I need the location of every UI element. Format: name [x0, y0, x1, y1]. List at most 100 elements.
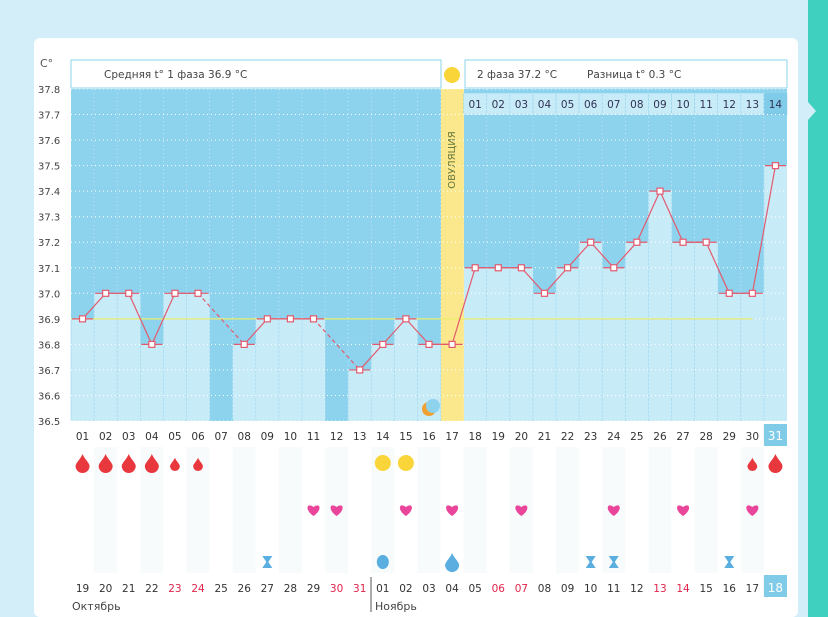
cycle-day-number[interactable]: 12 — [330, 431, 343, 443]
temp-point[interactable] — [125, 289, 133, 297]
calendar-date: 27 — [261, 583, 274, 595]
cycle-day-number[interactable]: 14 — [376, 431, 390, 443]
temp-line-segment — [567, 241, 592, 269]
cycle-day-number[interactable]: 31 — [768, 429, 783, 443]
cycle-day-number[interactable]: 10 — [284, 431, 297, 443]
cycle-day-number[interactable]: 02 — [99, 431, 112, 443]
temp-line-segment — [520, 267, 545, 294]
temp-point[interactable] — [263, 315, 271, 323]
cycle-day-number[interactable]: 08 — [238, 431, 251, 443]
temp-point[interactable] — [771, 162, 780, 170]
cycle-day-number[interactable]: 29 — [723, 431, 736, 443]
cycle-day-number[interactable]: 07 — [214, 431, 227, 443]
symbol-column — [186, 447, 210, 573]
cycle-day-number[interactable]: 17 — [445, 431, 458, 443]
temp-point[interactable] — [702, 238, 710, 246]
temp-point[interactable] — [240, 340, 248, 348]
cycle-day-number[interactable]: 20 — [515, 431, 528, 443]
temp-point[interactable] — [171, 289, 179, 297]
cycle-day-number[interactable]: 03 — [122, 431, 135, 443]
y-tick-label: 36.6 — [38, 391, 60, 402]
cycle-day-number[interactable]: 09 — [261, 431, 274, 443]
calendar-date: 25 — [214, 583, 227, 595]
phase1-average-text: Средняя t° 1 фаза 36.9 °С — [104, 69, 247, 81]
y-tick-label: 36.9 — [38, 315, 60, 326]
temperature-difference-text: Разница t° 0.3 °С — [587, 69, 681, 81]
temp-point[interactable] — [610, 264, 618, 272]
cycle-day-number[interactable]: 05 — [168, 431, 181, 443]
symbol-column — [648, 447, 672, 573]
temp-point[interactable] — [517, 264, 525, 272]
temp-point[interactable] — [102, 289, 110, 297]
phase1-header-box — [70, 59, 442, 89]
temp-point[interactable] — [356, 366, 364, 374]
symbol-column — [417, 447, 441, 573]
calendar-date: 21 — [122, 583, 135, 595]
cycle-day-number[interactable]: 25 — [630, 431, 643, 443]
temp-point[interactable] — [563, 264, 572, 272]
cycle-day-number[interactable]: 11 — [307, 431, 320, 443]
cycle-day-number[interactable]: 16 — [422, 431, 436, 443]
cycle-day-number[interactable]: 21 — [538, 431, 551, 443]
temp-bar — [117, 293, 141, 421]
temp-bar — [648, 191, 672, 421]
y-tick-label: 37.0 — [38, 289, 60, 300]
temp-point[interactable] — [402, 315, 410, 323]
temp-point[interactable] — [725, 289, 733, 297]
temp-point[interactable] — [633, 238, 641, 246]
calendar-date: 20 — [99, 583, 112, 595]
temp-point[interactable] — [309, 315, 318, 323]
temp-point[interactable] — [494, 264, 502, 272]
temp-bar — [671, 242, 695, 421]
temp-point[interactable] — [540, 289, 549, 297]
symbol-column — [763, 447, 787, 573]
temp-point[interactable] — [471, 264, 479, 272]
cycle-day-number[interactable]: 30 — [746, 431, 759, 443]
temp-point[interactable] — [148, 340, 156, 348]
temp-point[interactable] — [425, 340, 433, 348]
calendar-date: 15 — [699, 583, 712, 595]
side-panel-strip[interactable] — [808, 0, 828, 617]
calendar-date: 09 — [561, 583, 574, 595]
next-arrow-icon[interactable] — [808, 102, 816, 120]
calendar-date: 24 — [191, 583, 205, 595]
calendar-date: 14 — [676, 583, 690, 595]
cycle-day-number[interactable]: 06 — [191, 431, 205, 443]
hourglass-icon — [724, 556, 735, 568]
temp-point[interactable] — [748, 289, 756, 297]
cycle-day-number[interactable]: 15 — [399, 431, 412, 443]
temp-bar — [740, 293, 764, 421]
temp-point[interactable] — [286, 315, 295, 323]
cycle-day-number[interactable]: 01 — [76, 431, 89, 443]
cycle-day-number[interactable]: 19 — [492, 431, 505, 443]
cycle-day-numbers[interactable]: 01 02 03 04 05 06 07 08 09 10 11 12 13 14 15 16 17 18 19 20… — [76, 424, 787, 446]
cycle-day-number[interactable]: 28 — [699, 431, 712, 443]
temp-point[interactable] — [448, 340, 456, 348]
temp-point[interactable] — [656, 187, 664, 195]
cycle-day-number[interactable]: 27 — [676, 431, 689, 443]
cycle-day-number[interactable]: 13 — [353, 431, 366, 443]
y-tick-label: 37.3 — [38, 213, 60, 224]
cycle-day-number[interactable]: 18 — [469, 431, 482, 443]
temp-bar — [94, 293, 118, 421]
temp-bar — [163, 293, 187, 421]
temp-point[interactable] — [194, 289, 202, 297]
calendar-date: 26 — [238, 583, 252, 595]
cycle-day-number[interactable]: 26 — [653, 431, 667, 443]
cycle-day-number[interactable]: 22 — [561, 431, 574, 443]
temp-point[interactable] — [679, 238, 687, 246]
cycle-day-number[interactable]: 04 — [145, 431, 159, 443]
temp-point[interactable] — [379, 340, 387, 348]
temp-point[interactable] — [587, 238, 595, 246]
cycle-day-number[interactable]: 23 — [584, 431, 597, 443]
calendar-date: 16 — [723, 583, 737, 595]
cycle-day-number[interactable]: 24 — [607, 431, 621, 443]
temp-bar — [394, 318, 418, 421]
plot-area: ОВУЛЯЦИЯ 01 02 03 04 05 06 07 08 09 10 11 12 13 14 — [70, 88, 788, 422]
temp-point[interactable] — [78, 315, 87, 323]
temp-bar — [509, 267, 533, 421]
hourglass-icon — [262, 556, 273, 568]
temp-bar — [717, 293, 741, 421]
